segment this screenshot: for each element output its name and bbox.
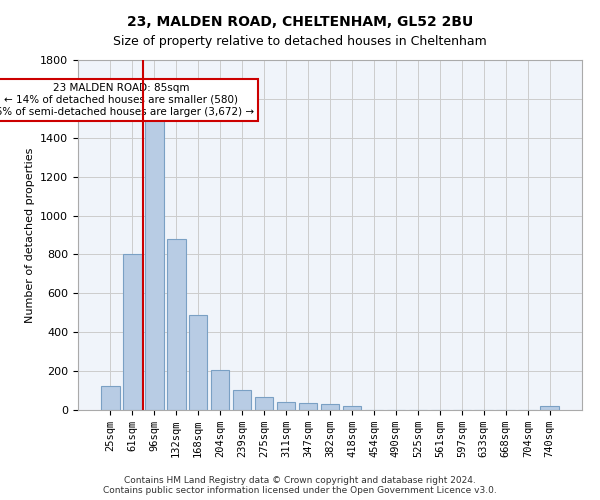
- Bar: [343, 406, 361, 410]
- Bar: [299, 403, 317, 410]
- Bar: [211, 370, 229, 410]
- Bar: [189, 314, 208, 410]
- Bar: [541, 406, 559, 410]
- Text: 23 MALDEN ROAD: 85sqm
← 14% of detached houses are smaller (580)
86% of semi-det: 23 MALDEN ROAD: 85sqm ← 14% of detached …: [0, 84, 254, 116]
- Text: Size of property relative to detached houses in Cheltenham: Size of property relative to detached ho…: [113, 35, 487, 48]
- Bar: [123, 254, 142, 410]
- Bar: [320, 404, 340, 410]
- Bar: [233, 390, 251, 410]
- Text: 23, MALDEN ROAD, CHELTENHAM, GL52 2BU: 23, MALDEN ROAD, CHELTENHAM, GL52 2BU: [127, 15, 473, 29]
- Bar: [255, 398, 274, 410]
- Bar: [101, 386, 119, 410]
- Bar: [277, 402, 295, 410]
- Bar: [145, 120, 164, 410]
- Y-axis label: Number of detached properties: Number of detached properties: [25, 148, 35, 322]
- Text: Contains HM Land Registry data © Crown copyright and database right 2024.
Contai: Contains HM Land Registry data © Crown c…: [103, 476, 497, 495]
- Bar: [167, 239, 185, 410]
